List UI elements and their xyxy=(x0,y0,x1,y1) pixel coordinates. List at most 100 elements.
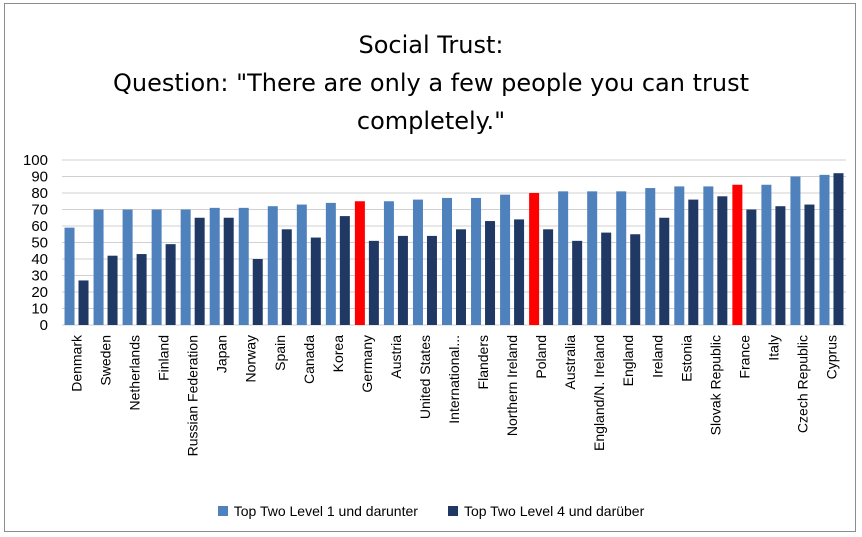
bar-level4-russian-federation xyxy=(194,217,205,325)
x-tick-label: International... xyxy=(446,335,462,424)
bar-level1-sweden xyxy=(93,209,104,325)
bar-level1-australia xyxy=(558,191,569,325)
bar-level4-estonia xyxy=(688,199,699,325)
bar-level1-international xyxy=(442,197,452,325)
bar-level4-netherlands xyxy=(136,254,147,325)
legend: Top Two Level 1 und darunter Top Two Lev… xyxy=(0,503,862,519)
bar-level1-united-states xyxy=(412,199,423,325)
bar-level1-germany xyxy=(354,201,365,325)
x-tick-label: Australia xyxy=(562,335,578,390)
bar-level1-norway xyxy=(238,207,249,325)
y-tick-label: 70 xyxy=(31,202,48,219)
bar-level1-cyprus xyxy=(819,174,830,325)
x-tick-label: Poland xyxy=(533,335,549,379)
y-tick-label: 20 xyxy=(31,284,48,301)
x-tick-label: England xyxy=(620,335,636,386)
x-tick-label: United States xyxy=(417,335,433,419)
bar-level4-australia xyxy=(572,240,583,325)
bar-level1-poland xyxy=(529,193,540,325)
x-tick-label: Slovak Republic xyxy=(707,335,723,435)
bar-level4-poland xyxy=(543,229,554,325)
bar-level4-england-n-ireland xyxy=(601,232,612,325)
x-tick-label: Ireland xyxy=(649,335,665,378)
bar-level4-sweden xyxy=(107,255,118,325)
bar-level4-czech-republic xyxy=(804,204,815,325)
bar-level4-northern-ireland xyxy=(514,219,525,325)
y-tick-label: 30 xyxy=(31,268,48,285)
x-tick-label: Germany xyxy=(359,335,375,393)
y-tick-label: 50 xyxy=(31,235,48,252)
bar-level1-flanders xyxy=(471,197,482,325)
bar-level4-austria xyxy=(397,235,408,325)
x-tick-label: Italy xyxy=(765,335,781,361)
bar-level4-cyprus xyxy=(833,173,844,325)
bar-level1-russian-federation xyxy=(180,209,191,325)
bar-level4-korea xyxy=(339,216,350,325)
legend-label-series-1: Top Two Level 1 und darunter xyxy=(233,503,418,519)
bar-level1-finland xyxy=(151,209,162,325)
x-tick-label: Canada xyxy=(301,335,317,384)
bar-level1-czech-republic xyxy=(790,176,801,325)
x-tick-label: Spain xyxy=(272,335,288,371)
bar-level1-denmark xyxy=(64,227,75,325)
x-axis-labels: Denmark Sweden Netherlands Finland Russian F… xyxy=(69,334,840,456)
bar-level4-japan xyxy=(223,217,234,325)
bar-level1-slovak-republic xyxy=(703,186,714,325)
bar-level4-germany xyxy=(368,240,379,325)
x-tick-label: Finland xyxy=(156,335,172,381)
x-tick-label: Czech Republic xyxy=(794,335,810,433)
bar-level4-england xyxy=(630,234,641,325)
bar-level1-austria xyxy=(383,201,394,325)
bar-level1-spain xyxy=(267,206,278,325)
bar-level4-flanders xyxy=(485,221,496,325)
bar-level1-canada xyxy=(296,204,307,325)
bar-level4-ireland xyxy=(659,217,670,325)
legend-item-series-1: Top Two Level 1 und darunter xyxy=(217,503,418,519)
bar-level4-finland xyxy=(165,244,176,325)
bar-level1-korea xyxy=(325,202,336,325)
x-tick-label: Korea xyxy=(330,335,346,373)
x-tick-label: Sweden xyxy=(98,335,114,386)
bar-level1-ireland xyxy=(645,188,656,325)
y-tick-label: 10 xyxy=(31,301,48,318)
y-tick-label: 80 xyxy=(31,185,48,202)
legend-swatch-series-1 xyxy=(217,506,228,516)
gridlines xyxy=(62,159,846,326)
y-tick-label: 100 xyxy=(23,152,48,169)
y-tick-label: 0 xyxy=(40,317,48,334)
legend-label-series-2: Top Two Level 4 und darüber xyxy=(463,503,645,519)
x-tick-label: Austria xyxy=(388,335,404,379)
x-tick-label: France xyxy=(736,335,752,379)
legend-item-series-2: Top Two Level 4 und darüber xyxy=(447,503,645,519)
bar-level1-england xyxy=(616,191,627,325)
y-tick-label: 60 xyxy=(31,218,48,235)
bar-level4-spain xyxy=(281,229,292,325)
x-tick-label: Estonia xyxy=(678,335,694,382)
bar-level4-united-states xyxy=(426,235,437,325)
bar-level1-japan xyxy=(209,207,220,325)
bar-level4-canada xyxy=(310,237,321,325)
x-tick-label: Flanders xyxy=(475,335,491,389)
x-tick-label: Northern Ireland xyxy=(504,335,520,436)
y-tick-label: 90 xyxy=(31,169,48,186)
bar-level4-italy xyxy=(775,206,786,325)
y-tick-label: 40 xyxy=(31,251,48,268)
x-tick-label: Russian Federation xyxy=(185,335,201,456)
bar-level4-denmark xyxy=(78,280,89,325)
chart-title: Social Trust: Question: "There are only … xyxy=(0,26,862,140)
bar-level4-france xyxy=(746,209,757,325)
bar-level4-norway xyxy=(252,259,263,325)
x-tick-label: Denmark xyxy=(69,334,85,392)
bar-level1-italy xyxy=(761,184,772,325)
bar-level1-estonia xyxy=(674,186,685,325)
title-line-3: completely." xyxy=(356,107,506,135)
bar-level1-northern-ireland xyxy=(500,194,511,325)
bar-level1-netherlands xyxy=(122,209,133,325)
title-line-2: Question: "There are only a few people y… xyxy=(113,69,749,97)
bars xyxy=(64,173,844,325)
x-tick-label: Japan xyxy=(214,335,230,373)
bar-level4-international xyxy=(456,229,466,325)
title-line-1: Social Trust: xyxy=(358,31,504,59)
